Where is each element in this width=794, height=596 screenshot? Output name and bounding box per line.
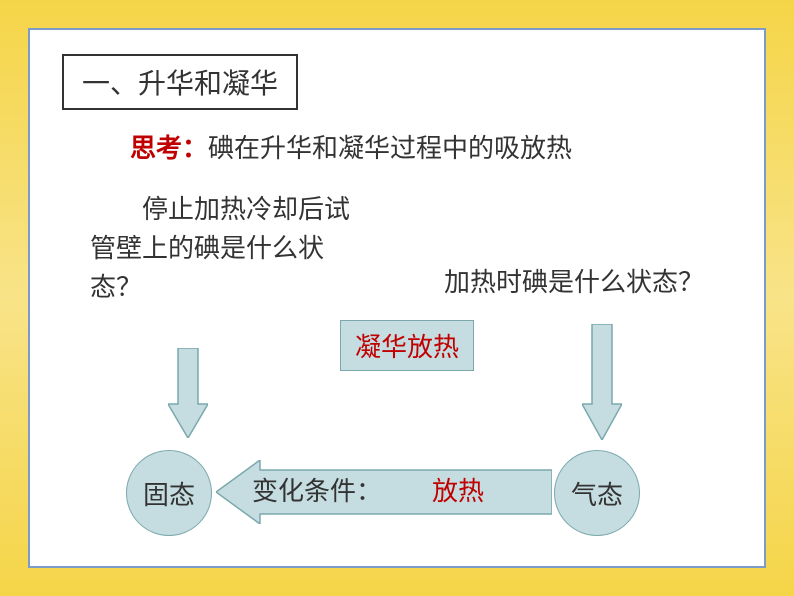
section-title: 一、升华和凝华	[82, 69, 278, 100]
question-right: 加热时碘是什么状态？	[444, 262, 704, 299]
thinking-text: 碘在升华和凝华过程中的吸放热	[208, 134, 572, 163]
node-solid-label: 固态	[143, 475, 195, 512]
condition-value: 放热	[432, 471, 484, 508]
node-gas-label: 气态	[571, 475, 623, 512]
node-gas-state: 气态	[554, 450, 640, 536]
center-badge-text: 凝华放热	[355, 333, 459, 362]
node-solid-state: 固态	[126, 450, 212, 536]
section-title-box: 一、升华和凝华	[62, 54, 298, 110]
thinking-line: 思考：碘在升华和凝华过程中的吸放热	[130, 128, 572, 165]
down-arrow-left-icon	[168, 348, 208, 443]
thinking-label: 思考：	[130, 134, 208, 163]
center-badge: 凝华放热	[340, 320, 474, 371]
condition-label: 变化条件：	[252, 471, 382, 508]
down-arrow-right-icon	[582, 324, 622, 445]
content-frame: 一、升华和凝华 思考：碘在升华和凝华过程中的吸放热 停止加热冷却后试管壁上的碘是…	[28, 28, 766, 568]
question-left: 停止加热冷却后试管壁上的碘是什么状态？	[90, 190, 350, 307]
